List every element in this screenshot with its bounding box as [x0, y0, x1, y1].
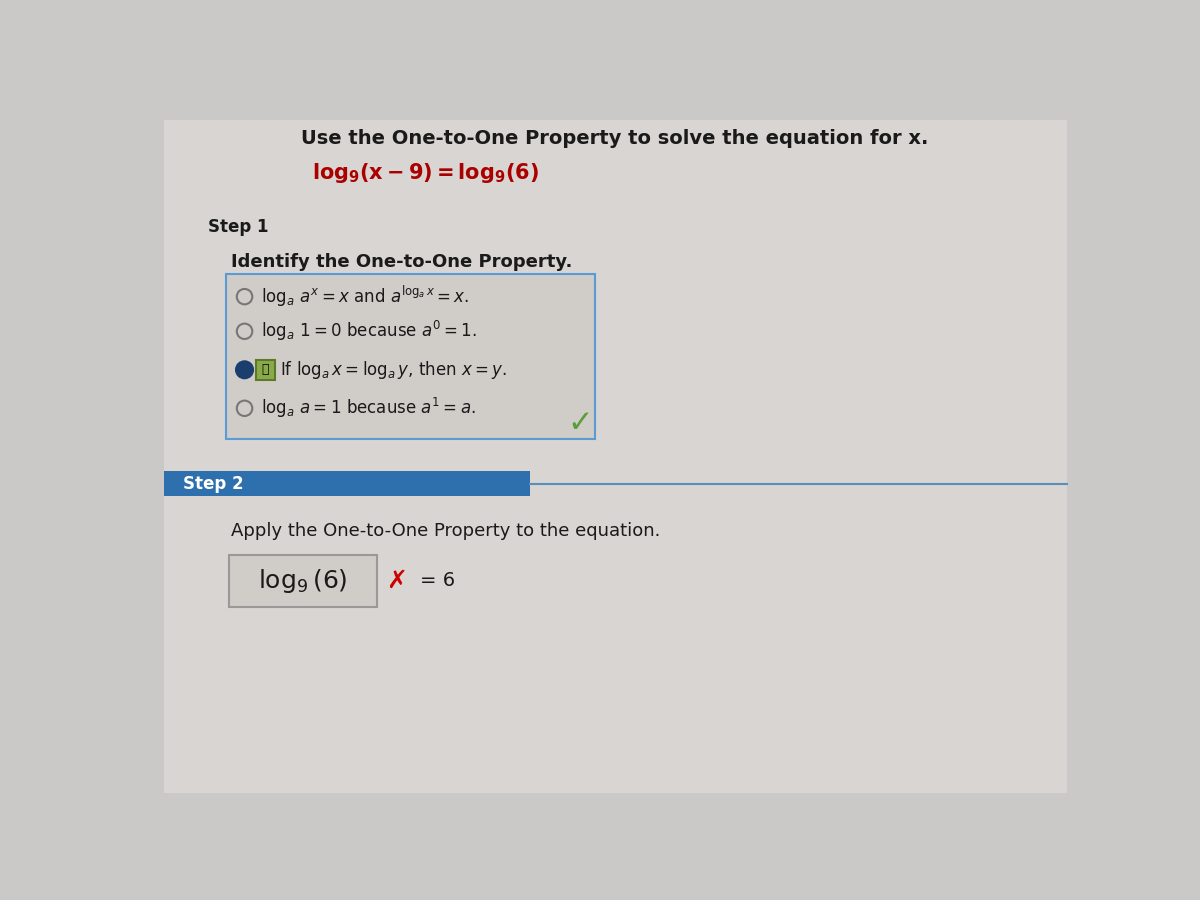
FancyBboxPatch shape: [226, 274, 595, 439]
FancyBboxPatch shape: [164, 120, 1067, 793]
Text: $\log_9(6)$: $\log_9(6)$: [258, 567, 348, 595]
Text: ✓: ✓: [568, 410, 593, 438]
Text: Apply the One-to-One Property to the equation.: Apply the One-to-One Property to the equ…: [232, 523, 661, 541]
Text: $\log_a\,1 = 0$ because $a^0 = 1.$: $\log_a\,1 = 0$ because $a^0 = 1.$: [260, 320, 476, 344]
FancyBboxPatch shape: [229, 554, 377, 607]
Text: $\mathbf{log_9(x-9)=log_9(6)}$: $\mathbf{log_9(x-9)=log_9(6)}$: [312, 161, 539, 185]
Text: $\log_a\,a^x = x$ and $a^{\log_a x} = x.$: $\log_a\,a^x = x$ and $a^{\log_a x} = x.…: [260, 284, 469, 310]
Text: = 6: = 6: [420, 572, 455, 590]
Text: $\log_a\,a = 1$ because $a^1 = a.$: $\log_a\,a = 1$ because $a^1 = a.$: [260, 396, 475, 420]
Text: Use the One-to-One Property to solve the equation for x.: Use the One-to-One Property to solve the…: [301, 130, 929, 148]
Text: ✗: ✗: [386, 569, 407, 593]
Text: Identify the One-to-One Property.: Identify the One-to-One Property.: [232, 253, 572, 271]
FancyBboxPatch shape: [164, 472, 529, 496]
Circle shape: [236, 361, 253, 378]
Text: Step 1: Step 1: [208, 219, 269, 237]
Text: 🔖: 🔖: [262, 364, 269, 376]
Text: Step 2: Step 2: [182, 475, 244, 493]
Text: If $\log_a x = \log_a y$, then $x = y.$: If $\log_a x = \log_a y$, then $x = y.$: [281, 359, 508, 381]
FancyBboxPatch shape: [256, 360, 275, 380]
